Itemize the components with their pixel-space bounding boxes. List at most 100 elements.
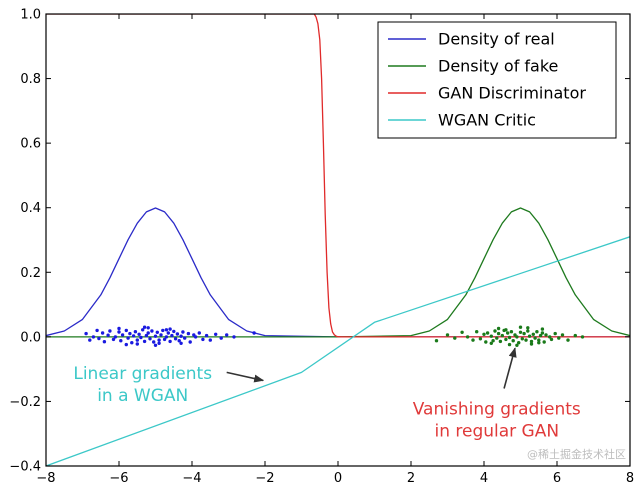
- y-tick-label: −0.2: [9, 395, 41, 410]
- scatter-point-2-3: [453, 336, 457, 340]
- scatter-point-1-44: [177, 339, 181, 343]
- wgan-annotation-text: Linear gradients in a WGAN: [73, 364, 212, 406]
- scatter-point-2-15: [495, 336, 499, 340]
- scatter-point-2-45: [553, 331, 557, 336]
- scatter-point-1-41: [172, 329, 176, 334]
- scatter-point-1-18: [130, 341, 134, 345]
- y-tick-label: 0.4: [20, 201, 41, 216]
- scatter-point-2-14: [493, 329, 497, 333]
- scatter-point-1-29: [150, 329, 154, 333]
- series-line-2: [46, 207, 630, 338]
- scatter-point-2-29: [520, 337, 524, 341]
- scatter-point-2-51: [496, 326, 501, 331]
- x-tick-label: −6: [109, 471, 128, 486]
- scatter-point-1-55: [208, 338, 212, 342]
- legend: Density of real Density of fake GAN Discri…: [377, 21, 617, 139]
- scatter-point-1-70: [179, 341, 183, 345]
- y-tick-label: 0.0: [20, 330, 41, 345]
- scatter-point-1-60: [252, 331, 256, 335]
- scatter-point-1-57: [219, 336, 223, 340]
- scatter-point-2-7: [475, 330, 479, 334]
- scatter-point-1-3: [91, 335, 96, 339]
- legend-label: Density of fake: [438, 57, 558, 76]
- scatter-point-2-10: [484, 340, 488, 344]
- scatter-point-1-39: [168, 339, 172, 344]
- scatter-point-1-24: [141, 328, 145, 332]
- scatter-point-1-20: [133, 330, 138, 334]
- scatter-point-2-8: [478, 337, 483, 341]
- scatter-point-1-47: [183, 336, 187, 340]
- scatter-point-1-28: [148, 337, 152, 341]
- scatter-point-1-32: [155, 330, 159, 334]
- scatter-point-1-13: [119, 339, 123, 343]
- scatter-point-1-46: [181, 330, 185, 334]
- scatter-point-2-50: [580, 335, 585, 339]
- scatter-point-2-16: [496, 331, 501, 336]
- scatter-point-2-35: [531, 332, 535, 336]
- scatter-point-2-2: [445, 333, 450, 337]
- scatter-point-1-61: [117, 326, 121, 331]
- scatter-point-2-32: [526, 329, 530, 333]
- scatter-point-2-6: [471, 338, 475, 342]
- scatter-point-1-6: [100, 331, 105, 335]
- scatter-point-2-18: [500, 333, 504, 338]
- scatter-point-1-26: [144, 333, 149, 338]
- scatter-point-2-49: [573, 333, 577, 338]
- scatter-point-1-59: [232, 335, 236, 339]
- x-tick-label: 4: [480, 471, 488, 486]
- scatter-point-2-36: [533, 336, 537, 340]
- scatter-point-1-22: [137, 332, 141, 336]
- scatter-point-2-53: [518, 325, 523, 329]
- scatter-point-2-39: [538, 333, 543, 338]
- scatter-point-2-9: [482, 332, 486, 336]
- scatter-point-1-10: [111, 337, 116, 342]
- scatter-point-1-21: [135, 338, 139, 342]
- scatter-point-2-11: [485, 331, 490, 335]
- scatter-point-1-8: [106, 333, 110, 337]
- scatter-point-2-24: [511, 339, 515, 343]
- scatter-point-1-25: [142, 339, 147, 344]
- scatter-point-1-9: [108, 329, 112, 333]
- x-tick-label: −8: [36, 471, 55, 486]
- scatter-point-2-52: [507, 342, 512, 347]
- scatter-point-1-69: [164, 328, 169, 332]
- x-axis-ticks: −8 −6 −4 −2 0 2 4 6 8: [36, 14, 634, 486]
- scatter-point-2-20: [504, 337, 508, 342]
- scatter-point-2-27: [517, 341, 521, 345]
- scatter-point-2-4: [460, 330, 464, 334]
- x-tick-label: 0: [334, 471, 342, 486]
- scatter-point-1-51: [193, 335, 198, 339]
- scatter-layer: [84, 325, 585, 347]
- scatter-point-1-17: [128, 331, 132, 336]
- scatter-point-1-23: [139, 335, 143, 340]
- scatter-point-2-58: [515, 343, 519, 347]
- y-tick-label: 0.8: [20, 72, 41, 87]
- scatter-point-2-1: [434, 339, 439, 343]
- scatter-point-1-4: [95, 328, 99, 333]
- x-tick-label: 8: [626, 471, 634, 486]
- scatter-point-1-19: [131, 334, 136, 338]
- series-line-4: [46, 236, 630, 466]
- series-layer: [46, 14, 630, 466]
- scatter-point-2-26: [515, 335, 519, 339]
- scatter-point-2-30: [522, 331, 526, 336]
- scatter-point-2-46: [557, 336, 561, 340]
- scatter-point-1-62: [135, 342, 139, 346]
- scatter-point-2-42: [544, 333, 548, 337]
- legend-box: [377, 21, 617, 139]
- scatter-point-1-43: [175, 332, 180, 336]
- scatter-point-2-60: [537, 341, 541, 345]
- y-axis-ticks: −0.4 −0.2 0.0 0.2 0.4 0.6 0.8 1.0: [9, 8, 630, 475]
- scatter-point-1-7: [102, 340, 107, 344]
- x-tick-label: −4: [182, 471, 201, 486]
- scatter-point-1-68: [153, 343, 158, 347]
- series-line-1: [46, 207, 630, 338]
- scatter-point-2-37: [535, 330, 539, 334]
- scatter-point-1-36: [162, 337, 167, 342]
- scatter-point-1-52: [197, 331, 201, 335]
- scatter-point-2-44: [549, 337, 554, 342]
- scatter-point-1-56: [214, 332, 218, 336]
- scatter-point-1-45: [179, 334, 183, 338]
- scatter-point-1-58: [225, 333, 229, 337]
